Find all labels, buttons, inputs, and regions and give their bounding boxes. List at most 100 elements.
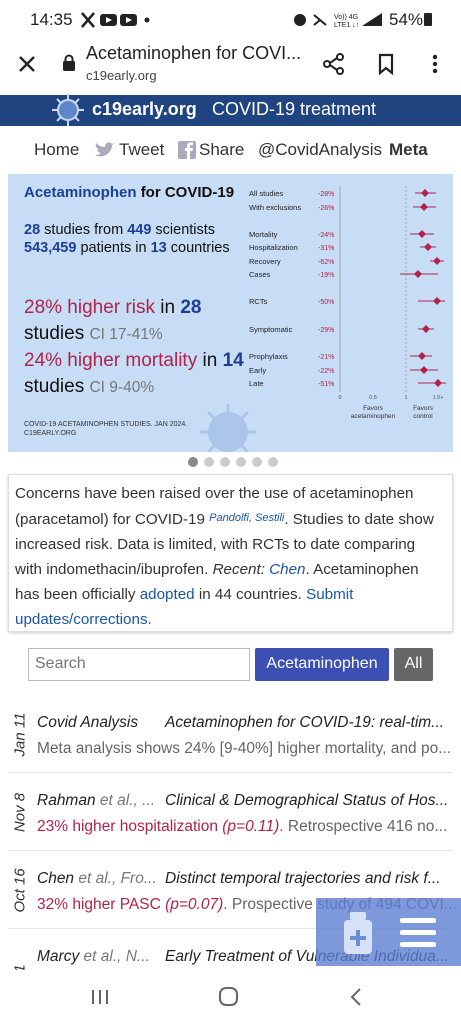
back-button[interactable] [349, 987, 363, 1007]
recent-link[interactable]: Chen [269, 561, 306, 578]
item-author-rest: et al., Fro... [78, 870, 157, 887]
filter-button[interactable]: Acetaminophen [255, 648, 389, 681]
risk-text: studies [24, 323, 85, 344]
row-effect: -31% [318, 245, 334, 252]
row-label: With exclusions [249, 203, 301, 212]
adopted-link[interactable]: adopted [139, 586, 195, 603]
item-header: Covid Analysis Acetaminophen for COVID-19… [37, 714, 444, 732]
row-label: Recovery [249, 257, 281, 266]
close-tab-button[interactable] [17, 54, 37, 74]
item-author[interactable]: Chen [37, 870, 75, 887]
effect-diamond [418, 230, 426, 238]
item-header: Chen et al., Fro... Distinct temporal tra… [37, 870, 441, 888]
row-effect: -21% [318, 354, 334, 361]
summary-card[interactable]: All studies -28% With exclusions -26% Mortal… [8, 174, 453, 452]
nav-home[interactable]: Home [34, 140, 80, 159]
row-label: Early [249, 366, 266, 375]
item-author[interactable]: Covid Analysis [37, 714, 139, 731]
carousel-dot [220, 457, 230, 467]
citation-link[interactable]: Pandolfi, Sestili [209, 512, 285, 524]
effect-diamond [434, 379, 442, 387]
svg-text:LTE1 ↓↑: LTE1 ↓↑ [334, 22, 359, 29]
battery-level: 54% [389, 10, 424, 29]
row-label: Cases [249, 270, 271, 279]
add-button[interactable] [338, 910, 378, 956]
share-button[interactable] [322, 52, 346, 76]
nav-tweet[interactable]: Tweet [119, 140, 165, 159]
nav-meta[interactable]: Meta [389, 140, 428, 159]
row-effect: -19% [318, 272, 334, 279]
risk-study-count: 28 [180, 297, 202, 318]
list-menu-button[interactable] [400, 918, 436, 948]
site-brand[interactable]: c19early.org [92, 99, 197, 119]
floating-toolbar[interactable] [316, 898, 461, 966]
carousel-dot [236, 457, 246, 467]
axis-label: 1.5+ [433, 395, 444, 401]
page-title: Acetaminophen for COVI... [86, 43, 302, 63]
row-label: Hospitalization [249, 243, 298, 252]
risk-ci: CI 17-41% [89, 326, 163, 343]
effect-diamond [422, 325, 430, 333]
carousel-dot [252, 457, 262, 467]
carousel-dot [204, 457, 214, 467]
item-title: Clinical & Demographical Status of Hos..… [165, 792, 449, 809]
clock: 14:35 [30, 10, 73, 29]
row-label: Late [249, 379, 264, 388]
effect-diamond [418, 352, 426, 360]
footer-line: C19EARLY.ORG [24, 430, 77, 437]
intro-text: in 44 countries. [198, 586, 302, 603]
row-effect: -28% [318, 191, 334, 198]
effect-diamond [420, 366, 428, 374]
row-effect: -51% [318, 381, 334, 388]
item-author-rest: et al., N... [83, 948, 150, 965]
item-result: 23% higher hospitalization [37, 818, 218, 835]
recents-button[interactable] [90, 988, 110, 1006]
nav-share[interactable]: Share [199, 140, 245, 159]
card-footer: COVID-19 ACETAMINOPHEN STUDIES. JAN 2024… [24, 420, 187, 438]
drug-name: Acetaminophen [24, 184, 137, 201]
stats-text: studies from [44, 222, 124, 238]
study-count: 28 [24, 222, 41, 238]
row-label: Symptomatic [249, 325, 293, 334]
intro-text: Recent: [212, 561, 265, 578]
all-button[interactable]: All [394, 648, 433, 681]
footer-line: COVID-19 ACETAMINOPHEN STUDIES. JAN 2024… [24, 421, 188, 428]
home-button[interactable] [218, 986, 240, 1008]
item-author[interactable]: Marcy [37, 948, 80, 965]
page-url[interactable]: c19early.org [86, 68, 157, 83]
item-title: Distinct temporal trajectories and risk … [165, 870, 441, 887]
favors-label: acetaminophen [351, 413, 396, 420]
risk-result: 28% higher risk [24, 297, 155, 318]
mortality-text: studies [24, 376, 85, 397]
effect-diamond [433, 257, 441, 265]
scientist-count: 449 [127, 222, 152, 238]
item-author[interactable]: Rahman [37, 792, 96, 809]
search-input[interactable]: Search [28, 648, 250, 681]
stats-text: scientists [155, 222, 216, 238]
battery-icon [424, 13, 432, 26]
lock-icon [63, 54, 75, 71]
row-label: All studies [249, 189, 283, 198]
row-effect: -50% [318, 299, 334, 306]
stats-text: patients in [80, 240, 147, 256]
item-header: Rahman et al., ... Clinical & Demographic… [37, 792, 448, 810]
intro-box: Concerns have been raised over the use o… [8, 474, 453, 632]
carousel-dots[interactable] [185, 454, 285, 470]
forest-plot: All studies -28% With exclusions -26% Mortal… [200, 186, 446, 452]
favors-label: Favors [363, 405, 384, 412]
item-author-rest: et al., ... [99, 792, 156, 809]
item-p-value: (p=0.07) [165, 896, 224, 913]
site-logo[interactable] [50, 92, 86, 128]
axis-label: 0.5 [369, 395, 377, 401]
menu-button[interactable] [430, 53, 440, 75]
submit-link[interactable]: Submit updates/corrections. [15, 586, 354, 628]
nav-twitter-handle[interactable]: @CovidAnalysis [258, 140, 383, 159]
favors-label: control [413, 413, 433, 420]
effect-diamond [424, 243, 432, 251]
bookmark-button[interactable] [377, 53, 395, 75]
separator [8, 850, 453, 851]
mortality-result: 24% higher mortality [24, 350, 198, 371]
carousel-dot [268, 457, 278, 467]
row-effect: -22% [318, 368, 334, 375]
item-summary-text: Meta analysis shows 24% [9-40%] higher m… [37, 740, 452, 757]
